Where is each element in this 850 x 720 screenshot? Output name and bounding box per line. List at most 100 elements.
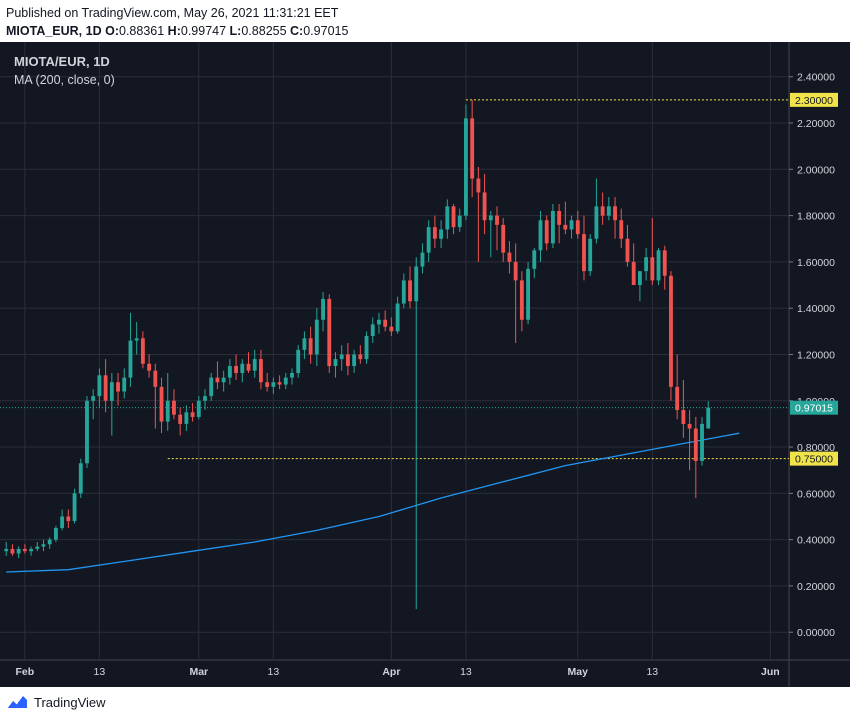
candle: [221, 370, 226, 392]
y-tick-label: 2.20000: [797, 118, 835, 130]
candle-body: [165, 400, 170, 422]
candle-body: [296, 349, 301, 373]
candle-body: [669, 275, 673, 387]
candle: [364, 331, 369, 364]
candle-body: [364, 335, 369, 360]
chart-area[interactable]: 2.40000 2.20000 2.00000 1.80000 1.60000 1.400…: [0, 42, 850, 687]
candle-body: [594, 206, 599, 239]
candle-body: [246, 363, 251, 371]
candlesticks: [4, 99, 711, 610]
candle: [675, 354, 680, 420]
candle-body: [265, 382, 270, 387]
tradingview-logo-icon: [6, 696, 27, 709]
candle: [637, 271, 642, 302]
candle-body: [606, 206, 611, 216]
candle-body: [97, 375, 102, 397]
legend-title: MIOTA/EUR, 1D: [14, 54, 110, 69]
candle: [339, 345, 344, 371]
moving-average: [6, 432, 740, 573]
candle-body: [240, 363, 245, 373]
candle: [109, 372, 114, 436]
candle: [501, 217, 506, 262]
candle: [594, 178, 599, 244]
candle: [669, 271, 673, 401]
candle-body: [277, 382, 282, 385]
candle: [66, 509, 71, 529]
candle: [271, 377, 276, 394]
candle-body: [116, 382, 120, 392]
x-tick-label: 13: [646, 666, 658, 678]
candle-body: [190, 412, 195, 417]
candle-body: [401, 280, 406, 304]
price-chart[interactable]: 2.40000 2.20000 2.00000 1.80000 1.60000 1.400…: [0, 42, 850, 687]
candle-body: [91, 396, 96, 401]
candle: [451, 204, 456, 235]
candle: [333, 352, 338, 378]
candle-body: [544, 220, 549, 244]
candle-body: [227, 366, 232, 378]
candle-body: [538, 220, 543, 251]
candle-body: [308, 338, 313, 355]
candle-body: [22, 548, 27, 552]
candle: [122, 368, 127, 399]
candle-body: [625, 238, 630, 262]
x-tick-label: 13: [94, 666, 106, 678]
candle-body: [60, 516, 65, 529]
candle: [488, 210, 493, 258]
time-axis: Feb 13 Mar 13 Apr 13 May 13 Jun: [16, 666, 780, 678]
candle: [345, 342, 350, 376]
level-lines: [0, 99, 789, 460]
candle-body: [432, 227, 437, 239]
candle: [203, 389, 207, 411]
price-tags: 2.30000 0.75000 0.97015: [790, 92, 838, 466]
candle: [184, 405, 189, 431]
candle: [116, 372, 120, 406]
candle: [209, 372, 214, 401]
candle-body: [681, 410, 686, 424]
candle-body: [215, 377, 220, 383]
candle: [563, 201, 568, 235]
candle: [439, 220, 444, 248]
candle: [613, 197, 617, 239]
candle: [35, 541, 40, 552]
footer: TradingView: [6, 690, 106, 714]
candle-body: [153, 370, 158, 387]
candle: [650, 217, 655, 286]
current-price-label: 0.97015: [795, 403, 833, 415]
candle: [377, 312, 381, 334]
x-tick-label: Mar: [189, 666, 208, 678]
candle: [165, 372, 170, 431]
candle-body: [582, 234, 586, 272]
candle-body: [383, 319, 388, 327]
candle: [575, 210, 580, 239]
close-value: 0.97015: [303, 24, 349, 38]
candle-body: [675, 386, 680, 411]
low-value: 0.88255: [241, 24, 287, 38]
candle-body: [420, 252, 425, 267]
candle-body: [29, 548, 33, 552]
candle-body: [557, 210, 562, 225]
candle: [196, 396, 201, 420]
candle: [538, 210, 543, 262]
published-note: Published on TradingView.com, May 26, 20…: [6, 6, 339, 20]
candle: [29, 546, 33, 556]
candle: [296, 345, 301, 378]
candle: [619, 208, 624, 248]
grid-lines: [0, 42, 789, 660]
candle-body: [290, 372, 294, 378]
ohlc-line: MIOTA_EUR, 1D O:0.88361 H:0.99747 L:0.88…: [6, 22, 348, 40]
candle: [606, 197, 611, 221]
y-tick-label: 0.60000: [797, 488, 835, 500]
y-tick-label: 0.40000: [797, 535, 835, 547]
candle-body: [644, 257, 649, 272]
high-value: 0.99747: [180, 24, 227, 38]
level-price-tag: [790, 92, 838, 107]
candle-body: [550, 210, 555, 244]
symbol-interval: MIOTA_EUR, 1D: [6, 24, 102, 38]
candle-body: [519, 280, 524, 320]
level-price-label: 2.30000: [795, 95, 833, 107]
candle-body: [345, 354, 350, 367]
candle-body: [41, 544, 46, 547]
candle: [97, 368, 102, 408]
candle: [426, 220, 431, 262]
